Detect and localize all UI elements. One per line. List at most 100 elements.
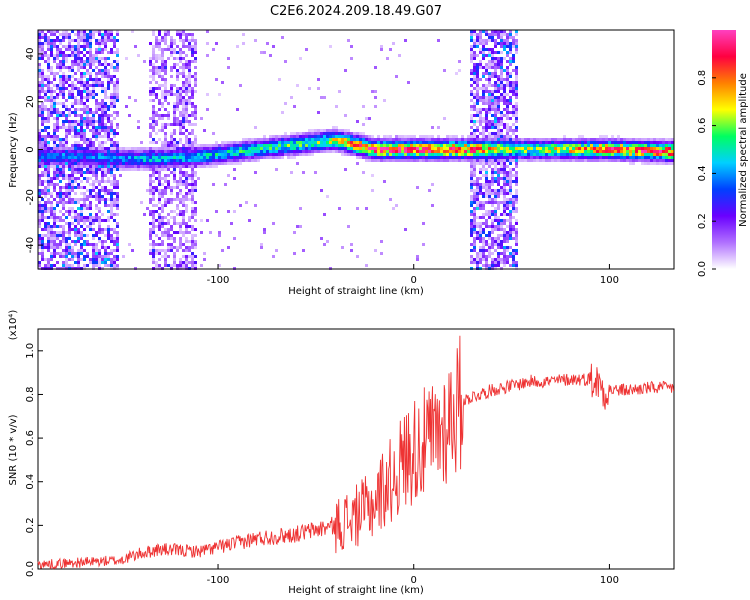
heatmap-cell: [41, 258, 44, 261]
heatmap-cell: [218, 153, 221, 156]
heatmap-cell: [368, 135, 371, 138]
heatmap-cell: [473, 174, 476, 177]
heatmap-cell: [263, 147, 266, 150]
heatmap-cell: [476, 216, 479, 219]
heatmap-cell: [476, 159, 479, 162]
heatmap-cell: [233, 210, 236, 213]
heatmap-cell: [491, 126, 494, 129]
heatmap-cell: [89, 36, 92, 39]
heatmap-cell: [260, 141, 263, 144]
heatmap-cell: [71, 210, 74, 213]
heatmap-cell: [77, 63, 80, 66]
heatmap-cell: [332, 132, 335, 135]
heatmap-cell: [515, 231, 518, 234]
heatmap-cell: [251, 156, 254, 159]
heatmap-cell: [212, 162, 215, 165]
heatmap-cell: [413, 159, 416, 162]
heatmap-cell: [89, 96, 92, 99]
heatmap-cell: [656, 162, 659, 165]
heatmap-cell: [437, 150, 440, 153]
heatmap-cell: [620, 153, 623, 156]
heatmap-cell: [392, 138, 395, 141]
heatmap-cell: [161, 126, 164, 129]
heatmap-cell: [506, 180, 509, 183]
heatmap-cell: [641, 150, 644, 153]
heatmap-cell: [488, 75, 491, 78]
heatmap-cell: [104, 159, 107, 162]
heatmap-cell: [185, 150, 188, 153]
heatmap-cell: [137, 147, 140, 150]
heatmap-cell: [164, 231, 167, 234]
heatmap-cell: [452, 147, 455, 150]
heatmap-cell: [98, 33, 101, 36]
heatmap-cell: [83, 81, 86, 84]
heatmap-cell: [44, 120, 47, 123]
heatmap-cell: [41, 108, 44, 111]
heatmap-cell: [38, 156, 41, 159]
heatmap-cell: [104, 162, 107, 165]
heatmap-cell: [47, 162, 50, 165]
heatmap-cell: [110, 129, 113, 132]
heatmap-cell: [611, 144, 614, 147]
heatmap-cell: [86, 153, 89, 156]
heatmap-cell: [95, 81, 98, 84]
heatmap-cell: [311, 132, 314, 135]
heatmap-cell: [77, 51, 80, 54]
heatmap-cell: [56, 51, 59, 54]
heatmap-cell: [83, 120, 86, 123]
heatmap-cell: [572, 144, 575, 147]
heatmap-cell: [83, 90, 86, 93]
heatmap-cell: [458, 156, 461, 159]
heatmap-cell: [95, 84, 98, 87]
heatmap-cell: [557, 144, 560, 147]
heatmap-cell: [47, 261, 50, 264]
heatmap-cell: [395, 141, 398, 144]
heatmap-cell: [101, 141, 104, 144]
heatmap-cell: [116, 66, 119, 69]
heatmap-cell: [470, 189, 473, 192]
heatmap-cell: [92, 243, 95, 246]
heatmap-cell: [506, 72, 509, 75]
heatmap-cell: [485, 210, 488, 213]
heatmap-cell: [98, 159, 101, 162]
heatmap-cell: [491, 183, 494, 186]
heatmap-cell: [41, 162, 44, 165]
heatmap-cell: [89, 258, 92, 261]
heatmap-cell: [503, 159, 506, 162]
heatmap-cell: [116, 192, 119, 195]
colorbar-tick-label: 0.2: [697, 213, 708, 229]
heatmap-cell: [476, 114, 479, 117]
heatmap-cell: [479, 252, 482, 255]
heatmap-cell: [44, 225, 47, 228]
heatmap-cell: [77, 147, 80, 150]
heatmap-cell: [188, 96, 191, 99]
heatmap-cell: [98, 78, 101, 81]
heatmap-cell: [311, 153, 314, 156]
heatmap-cell: [59, 144, 62, 147]
heatmap-cell: [509, 177, 512, 180]
heatmap-cell: [182, 96, 185, 99]
heatmap-cell: [485, 78, 488, 81]
colorbar-tick-label: 0.6: [697, 118, 708, 134]
heatmap-cell: [47, 192, 50, 195]
heatmap-cell: [482, 72, 485, 75]
heatmap-cell: [104, 93, 107, 96]
heatmap-cell: [212, 150, 215, 153]
heatmap-cell: [485, 240, 488, 243]
heatmap-cell: [71, 171, 74, 174]
heatmap-cell: [479, 51, 482, 54]
heatmap-cell: [542, 141, 545, 144]
heatmap-cell: [257, 153, 260, 156]
heatmap-cell: [494, 96, 497, 99]
heatmap-cell: [44, 150, 47, 153]
heatmap-cell: [104, 90, 107, 93]
heatmap-cell: [53, 144, 56, 147]
heatmap-cell: [41, 78, 44, 81]
heatmap-cell: [245, 147, 248, 150]
heatmap-cell: [476, 45, 479, 48]
heatmap-cell: [44, 36, 47, 39]
heatmap-cell: [101, 81, 104, 84]
heatmap-cell: [476, 225, 479, 228]
heatmap-cell: [398, 135, 401, 138]
heatmap-cell: [290, 150, 293, 153]
